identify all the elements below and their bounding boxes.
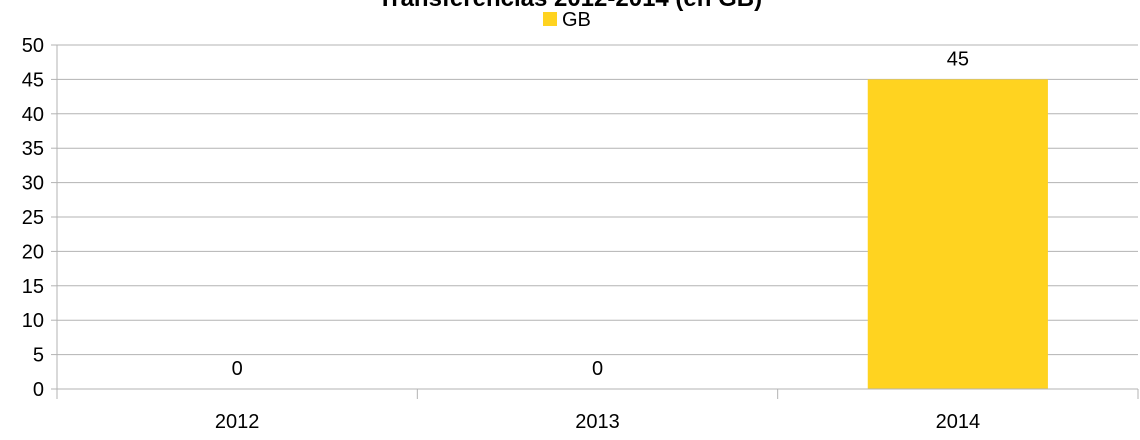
y-tick-label: 30 xyxy=(22,173,44,195)
y-tick-label: 35 xyxy=(22,138,44,160)
legend-swatch xyxy=(543,12,557,26)
bar-2014 xyxy=(867,79,1048,390)
bars xyxy=(867,79,1048,390)
y-tick-label: 20 xyxy=(22,241,44,263)
data-label-2014: 45 xyxy=(947,48,969,70)
legend: GB xyxy=(543,9,591,31)
y-tick-label: 15 xyxy=(22,276,44,298)
data-label-2012: 0 xyxy=(232,358,243,380)
x-tick-label: 2013 xyxy=(575,411,620,433)
y-tick-label: 40 xyxy=(22,104,44,126)
y-tick-label: 5 xyxy=(33,345,44,367)
y-tick-label: 10 xyxy=(22,310,44,332)
legend-label: GB xyxy=(562,9,591,31)
y-tick-label: 45 xyxy=(22,69,44,91)
labels: 0 2012 0 2013 45 2014 xyxy=(215,48,980,433)
x-tick-label: 2012 xyxy=(215,411,260,433)
y-tick-label: 50 xyxy=(22,35,44,57)
y-tick-label: 0 xyxy=(33,379,44,401)
x-tick-label: 2014 xyxy=(936,411,981,433)
gridlines xyxy=(57,44,1138,356)
axes: 0 5 10 15 20 25 30 35 40 45 50 xyxy=(22,35,1139,401)
chart-title: Transferencias 2012-2014 (en GB) xyxy=(378,0,762,12)
data-label-2013: 0 xyxy=(592,358,603,380)
y-tick-label: 25 xyxy=(22,207,44,229)
